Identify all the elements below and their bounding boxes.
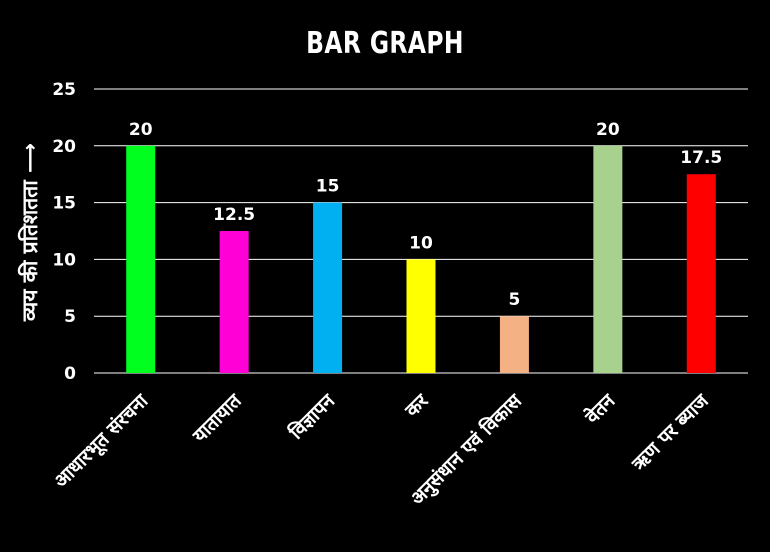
data-label: 5: [509, 290, 521, 310]
data-label: 12.5: [213, 205, 255, 225]
x-tick-label: यातायात: [188, 389, 246, 447]
bar: [406, 259, 436, 373]
bar: [313, 202, 343, 373]
y-tick-label: 15: [52, 194, 76, 214]
data-label: 15: [316, 177, 340, 197]
chart-title: BAR GRAPH: [306, 26, 464, 61]
bar: [593, 145, 623, 373]
bars: [126, 145, 716, 373]
x-tick-label: विज्ञापन: [284, 388, 340, 444]
bar: [219, 231, 249, 373]
data-label: 17.5: [680, 148, 722, 168]
y-tick-label: 10: [52, 250, 76, 270]
x-axis-ticks: आधारभूत संरचना यातायात विज्ञापन करअनुसंधान …: [50, 388, 714, 510]
x-tick-label: ऋण पर ब्याज: [627, 389, 713, 475]
y-tick-label: 20: [52, 137, 76, 157]
data-label: 20: [596, 120, 620, 140]
y-tick-label: 0: [64, 364, 76, 384]
value-labels: 20 12.5 15 10 5 20 17.5: [129, 120, 722, 310]
bar: [686, 174, 716, 373]
data-label: 20: [129, 120, 153, 140]
x-tick-label: वेतन: [580, 388, 621, 429]
data-label: 10: [409, 233, 433, 253]
y-tick-label: 5: [64, 307, 76, 327]
x-tick-label: कर: [400, 389, 433, 422]
y-axis-ticks: 0 5 10 15 20 25: [52, 80, 76, 384]
y-tick-label: 25: [52, 80, 76, 100]
x-tick-label: आधारभूत संरचना: [50, 389, 154, 493]
bar: [126, 145, 156, 373]
bar: [499, 316, 529, 373]
